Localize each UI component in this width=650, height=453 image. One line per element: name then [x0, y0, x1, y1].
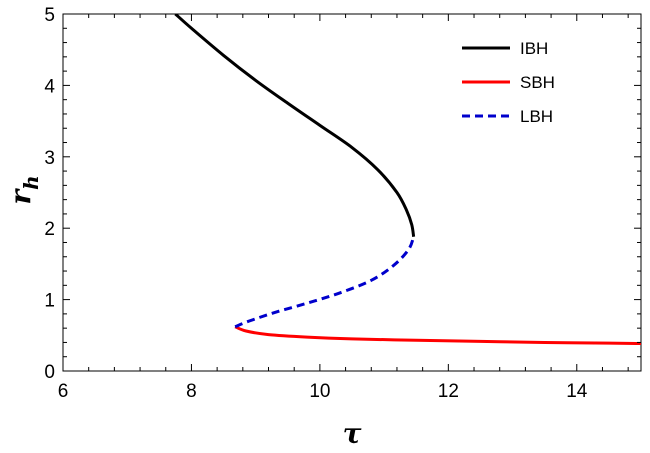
- y-tick-label: 3: [44, 148, 55, 169]
- x-tick-label: 14: [566, 381, 588, 402]
- y-tick-label: 4: [44, 76, 55, 97]
- y-tick-label: 0: [44, 362, 55, 383]
- y-axis-label-sub: h: [19, 175, 43, 190]
- x-tick-label: 12: [438, 381, 459, 402]
- legend: IBH SBH LBH: [462, 39, 555, 126]
- x-axis-label: τ: [343, 417, 362, 450]
- curves: [174, 14, 641, 346]
- x-tick-label: 8: [186, 381, 197, 402]
- y-axis-label-main: r: [4, 188, 37, 205]
- y-tick-label: 1: [44, 291, 55, 312]
- y-ticks: 0 1 2 3 4 5: [44, 5, 641, 383]
- legend-label-lbh: LBH: [520, 107, 553, 126]
- series-line-ibh: [174, 14, 416, 238]
- legend-label-ibh: IBH: [520, 39, 548, 58]
- plot-area: [62, 13, 642, 372]
- y-tick-label: 5: [44, 5, 55, 26]
- series-line-lbh: [234, 236, 416, 329]
- y-tick-label: 2: [44, 219, 55, 240]
- y-axis-label: rh: [4, 175, 43, 204]
- x-ticks: 6 8 10 12 14: [58, 14, 629, 402]
- series-line-sbh: [234, 325, 641, 346]
- x-tick-label: 10: [309, 381, 330, 402]
- plot-frame: [62, 13, 642, 372]
- legend-label-sbh: SBH: [520, 73, 555, 92]
- x-tick-label: 6: [58, 381, 69, 402]
